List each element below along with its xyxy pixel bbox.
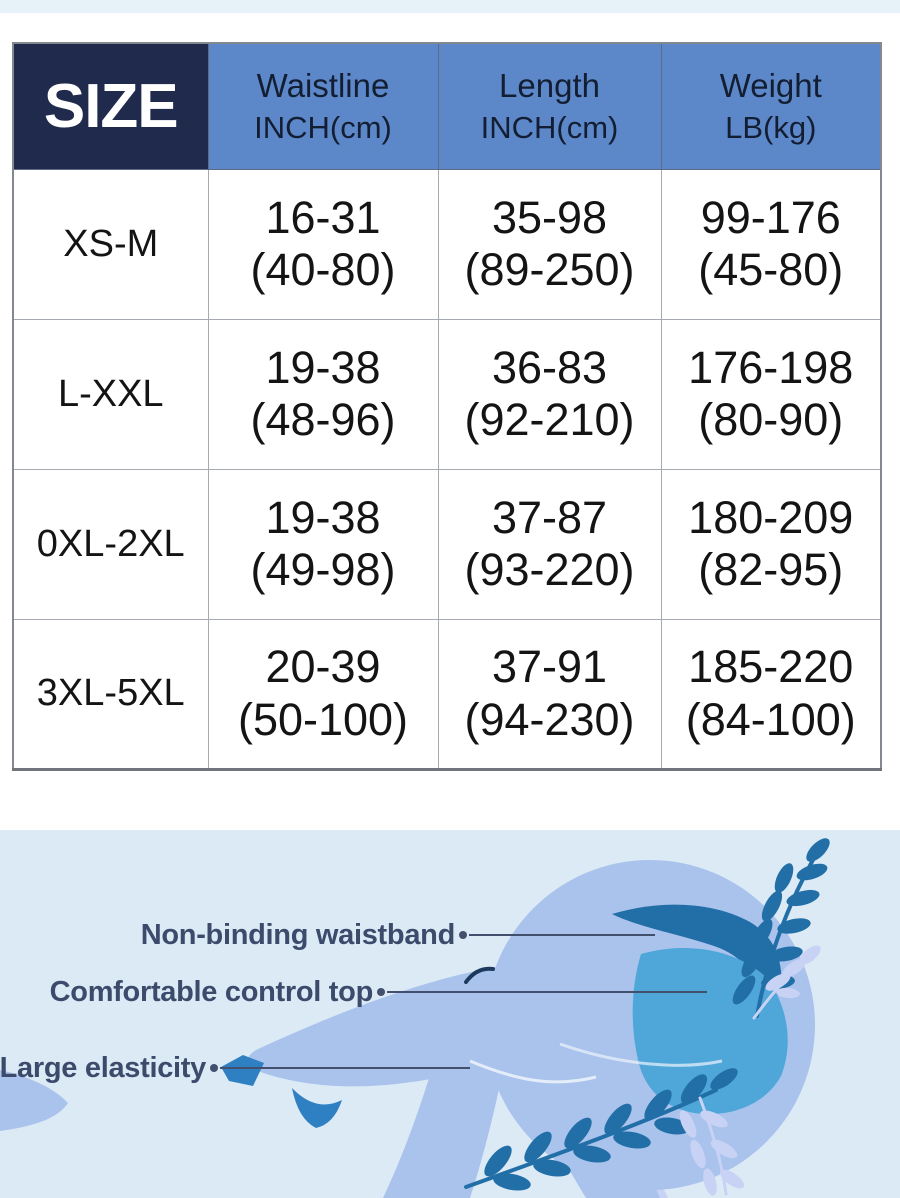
length-header-cell: Length INCH(cm) [437,42,662,170]
leader-line [220,1067,470,1069]
waistline-cell: 20-39 (50-100) [207,618,439,770]
feature-label: Large elasticity [0,1051,206,1084]
waistline-inch: 19-38 [265,491,381,543]
waistline-header-unit: INCH(cm) [254,109,392,145]
waistline-cm: (48-96) [250,394,396,445]
size-cell: 0XL-2XL [12,468,209,620]
table-row: L-XXL 19-38 (48-96) 36-83 (92-210) 176-1… [12,318,882,470]
waistline-inch: 20-39 [265,641,381,693]
thigh-crease-mark [464,966,495,984]
weight-kg: (45-80) [698,244,844,295]
weight-cell: 99-176 (45-80) [660,168,882,320]
waistline-cm: (40-80) [250,244,396,295]
length-cell: 37-87 (93-220) [437,468,662,620]
length-cell: 36-83 (92-210) [437,318,662,470]
size-chart-table: SIZE Waistline INCH(cm) Length INCH(cm) … [12,42,882,771]
waistline-cell: 19-38 (49-98) [207,468,439,620]
weight-header-unit: LB(kg) [725,109,817,145]
toe-cap [221,1055,264,1086]
length-cm: (89-250) [464,244,635,295]
leader-line [469,934,655,936]
weight-lb: 180-209 [688,491,854,543]
length-cm: (93-220) [464,544,635,595]
waistline-header-title: Waistline [256,67,390,105]
length-inch: 35-98 [491,191,608,243]
leader-dot [459,931,467,939]
leaf-sprig-icon [679,1096,744,1196]
waistline-cell: 16-31 (40-80) [207,168,439,320]
waistline-cm: (49-98) [250,544,396,595]
size-header-cell: SIZE [12,42,209,170]
length-header-title: Length [499,67,600,105]
table-row: 3XL-5XL 20-39 (50-100) 37-91 (94-230) 18… [12,618,882,770]
size-cell: XS-M [12,168,209,320]
weight-header-title: Weight [719,67,822,105]
leader-dot [377,988,385,996]
length-inch: 37-87 [491,491,608,543]
waistline-cm: (50-100) [237,693,409,745]
length-inch: 36-83 [491,341,608,393]
feature-label: Non-binding waistband [140,918,456,951]
length-inch: 37-91 [491,641,608,693]
leader-dot [210,1064,218,1072]
size-cell: L-XXL [12,318,209,470]
weight-cell: 180-209 (82-95) [660,468,882,620]
pantyhose-figure-illustration [0,838,830,1198]
weight-kg: (84-100) [685,693,856,745]
weight-header-cell: Weight LB(kg) [660,42,882,170]
length-cell: 37-91 (94-230) [437,618,662,770]
table-row: 0XL-2XL 19-38 (49-98) 37-87 (93-220) 180… [12,468,882,620]
table-row: XS-M 16-31 (40-80) 35-98 (89-250) 99-176… [12,168,882,320]
leaf-sprig-icon [752,945,821,1020]
weight-kg: (80-90) [698,394,844,445]
waistline-header-cell: Waistline INCH(cm) [207,42,439,170]
features-illustration-section: Non-binding waistband Comfortable contro… [0,830,900,1198]
seam-line [469,1059,597,1084]
feature-callout-control-top: Comfortable control top [0,974,707,1010]
weight-kg: (82-95) [698,544,844,595]
waistline-cell: 19-38 (48-96) [207,318,439,470]
weight-cell: 185-220 (84-100) [660,618,882,770]
leader-line [387,991,707,993]
feature-label: Comfortable control top [49,975,374,1008]
length-cell: 35-98 (89-250) [437,168,662,320]
length-cm: (92-210) [464,394,635,445]
feature-callout-waistband: Non-binding waistband [0,917,655,953]
seam-line [559,1042,723,1067]
weight-lb: 176-198 [688,341,854,393]
length-cm: (94-230) [464,693,635,745]
waistline-inch: 16-31 [265,191,381,243]
weight-cell: 176-198 (80-90) [660,318,882,470]
waistline-inch: 19-38 [265,341,381,393]
feature-callout-elasticity: Large elasticity [0,1050,470,1086]
top-background-strip [0,0,900,13]
length-header-unit: INCH(cm) [480,109,619,145]
weight-lb: 99-176 [700,191,841,243]
toe-cap [292,1088,342,1128]
laurel-branch-icon [464,1068,738,1191]
size-cell: 3XL-5XL [12,618,209,770]
left-foot-shape [0,1070,68,1131]
waistband-shape [612,904,782,1013]
header-row: SIZE Waistline INCH(cm) Length INCH(cm) … [12,42,882,170]
weight-lb: 185-220 [688,641,854,693]
